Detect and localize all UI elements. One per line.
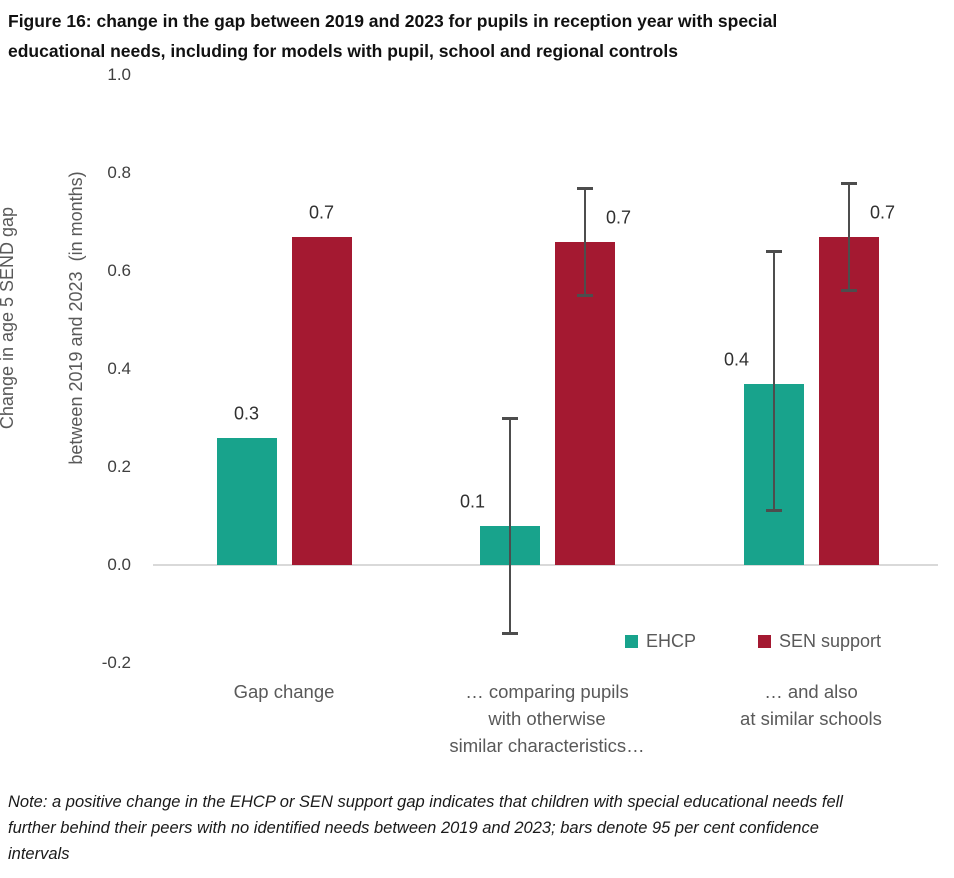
legend-swatch-icon	[625, 634, 638, 648]
y-tick-label: -0.2	[101, 653, 131, 672]
data-label: 0.7	[308, 202, 335, 223]
bar-ehcp-0	[216, 437, 277, 565]
x-category-label-2: … and also at similar schools	[740, 681, 882, 729]
y-tick-label: 0.8	[107, 163, 131, 182]
x-category-label-0: Gap change	[233, 681, 335, 702]
error-bar-line	[583, 187, 586, 296]
data-label: 0.7	[605, 207, 632, 228]
error-bar-cap-top	[765, 250, 782, 254]
error-bar-cap-top	[501, 417, 518, 420]
figure-note-line-1: Note: a positive change in the EHCP or S…	[8, 793, 843, 811]
legend-item-sen-support: SEN support	[758, 630, 881, 652]
y-tick-label: 0.0	[107, 555, 131, 574]
error-bar-cap-bottom	[576, 293, 593, 297]
zero-gridline	[153, 564, 938, 566]
y-axis-label: Change in age 5 SEND gap between 2019 an…	[0, 171, 134, 464]
data-label: 0.1	[459, 491, 486, 512]
error-bar-cap-bottom	[765, 509, 782, 513]
legend-item-ehcp: EHCP	[625, 630, 696, 652]
figure-note-line-3: intervals	[8, 845, 70, 863]
error-bar-cap-top	[840, 181, 857, 185]
y-tick-label: 0.6	[107, 261, 131, 280]
figure-note-line-2: further behind their peers with no ident…	[8, 819, 819, 837]
error-bar-cap-bottom	[501, 631, 518, 635]
data-label: 0.7	[869, 202, 896, 223]
legend-label: EHCP	[646, 631, 697, 651]
legend-swatch-icon	[758, 634, 771, 648]
legend-label: SEN support	[779, 631, 882, 651]
data-label: 0.4	[723, 349, 750, 370]
x-category-label-1: … comparing pupils with otherwise simila…	[449, 681, 645, 756]
figure-title-line-1: Figure 16: change in the gap between 201…	[8, 11, 778, 31]
error-bar-line	[847, 182, 850, 291]
error-bar-line	[508, 418, 511, 634]
figure-title: Figure 16: change in the gap between 201…	[8, 6, 948, 66]
y-tick-label: 0.2	[107, 457, 131, 476]
data-label: 0.3	[233, 403, 260, 424]
y-tick-label: 1.0	[107, 65, 131, 84]
figure-note: Note: a positive change in the EHCP or S…	[8, 789, 948, 867]
y-axis-label-line-1: Change in age 5 SEND gap	[0, 206, 17, 430]
figure-title-line-2: educational needs, including for models …	[8, 41, 678, 61]
y-tick-label: 0.4	[107, 359, 131, 378]
bar-sen-support-0	[291, 236, 352, 565]
error-bar-cap-bottom	[840, 288, 857, 292]
error-bar-cap-top	[576, 186, 593, 190]
error-bar-line	[772, 251, 775, 512]
y-axis-label-line-2: between 2019 and 2023 (in months)	[66, 171, 86, 465]
